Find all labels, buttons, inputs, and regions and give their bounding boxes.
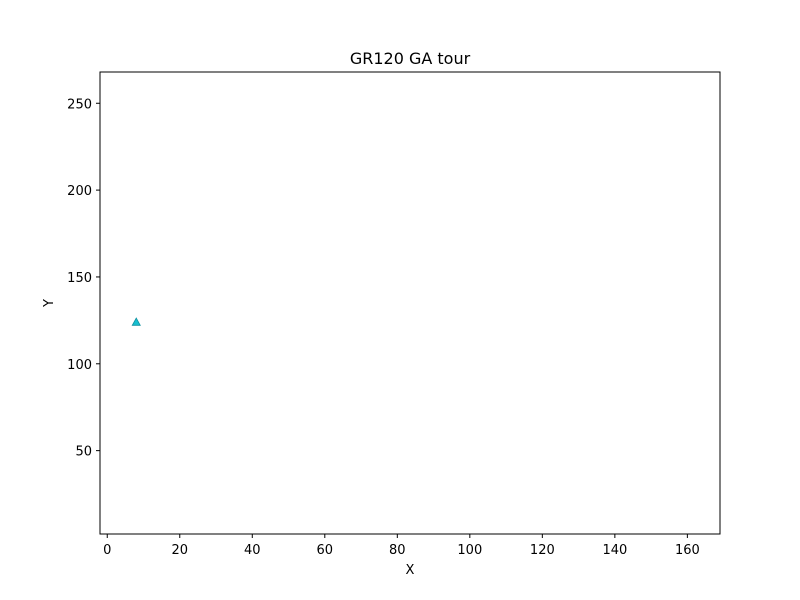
y-tick-label: 200 (67, 184, 92, 199)
y-axis-label: Y (42, 299, 57, 308)
plot-area (99, 71, 721, 535)
y-tick-label: 100 (67, 358, 92, 373)
x-tick-label: 20 (171, 543, 188, 558)
x-tick-label: 120 (530, 543, 555, 558)
y-tick-label: 250 (67, 97, 92, 112)
triangle-marker (131, 317, 141, 326)
x-tick-label: 100 (457, 543, 482, 558)
y-axis-ticks: 50 100 150 200 250 (67, 97, 100, 460)
x-tick-label: 160 (675, 543, 700, 558)
x-tick-label: 0 (103, 543, 111, 558)
x-tick-label: 40 (244, 543, 261, 558)
x-tick-label: 80 (389, 543, 406, 558)
data-markers (131, 317, 141, 326)
y-tick-label: 50 (75, 445, 92, 460)
chart-title: GR120 GA tour (350, 49, 471, 68)
x-tick-label: 60 (317, 543, 334, 558)
y-tick-label: 150 (67, 271, 92, 286)
x-axis-ticks: 0 20 40 60 80 100 120 140 160 (103, 534, 700, 558)
plot-frame (99, 71, 721, 535)
x-axis-label: X (406, 563, 415, 578)
x-tick-label: 140 (602, 543, 627, 558)
